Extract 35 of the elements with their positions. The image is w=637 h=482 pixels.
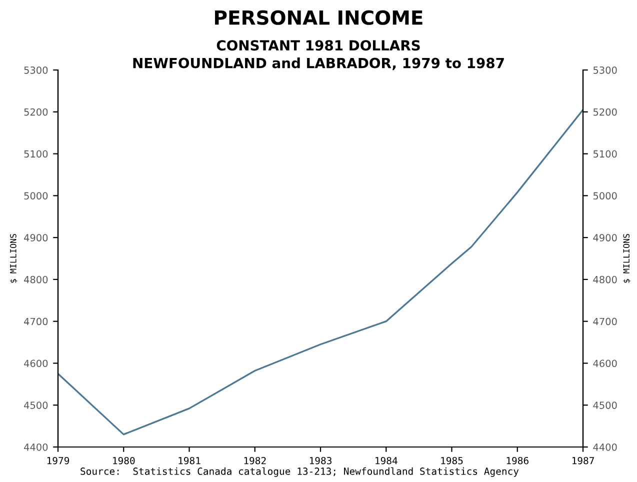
y2-tick-label: 4700 (593, 318, 617, 326)
x-tick-label: 1979 (47, 456, 70, 464)
source-note: Source: Statistics Canada catalogue 13-213; Newfoundland Statistics Agency (80, 467, 519, 477)
y2-tick-label: 4600 (593, 360, 617, 368)
y2-tick-label: 5100 (593, 150, 617, 158)
y-axis-title: $ MILLIONS (10, 234, 18, 283)
y2-tick-label: 4500 (593, 402, 617, 409)
y2-tick-label: 4400 (593, 443, 617, 451)
y-tick-label: 4600 (24, 360, 48, 368)
x-tick-label: 1983 (310, 456, 332, 464)
y2-tick-label: 5000 (593, 192, 617, 200)
x-tick-label: 1986 (506, 456, 528, 464)
y-tick-label: 5200 (24, 108, 48, 116)
y-tick-label: 5300 (24, 66, 48, 74)
y-tick-label: 4700 (24, 318, 48, 326)
chart-title: PERSONAL INCOME (215, 10, 422, 25)
y-tick-label: 4900 (24, 234, 48, 242)
x-tick-label: 1982 (244, 456, 266, 464)
y2-tick-label: 5200 (593, 108, 617, 116)
y-tick-label: 4800 (24, 276, 48, 284)
y-tick-label: 5100 (24, 150, 48, 158)
y2-tick-label: 4900 (593, 234, 617, 242)
x-tick-label: 1987 (572, 456, 594, 464)
y-tick-label: 5000 (24, 192, 48, 200)
y2-axis-title: $ MILLIONS (623, 234, 631, 283)
y2-tick-label: 4800 (593, 276, 617, 284)
x-tick-label: 1984 (376, 456, 398, 464)
y-tick-label: 4400 (24, 443, 48, 451)
y-tick-label: 4500 (24, 402, 48, 409)
y2-tick-label: 5300 (593, 66, 617, 74)
chart-subtitle: CONSTANT 1981 DOLLARS NEWFOUNDLAND and LABRADOR, 1979 to 1987 (133, 40, 504, 70)
x-tick-label: 1980 (113, 456, 135, 464)
x-tick-label: 1985 (441, 456, 463, 464)
x-tick-label: 1981 (178, 456, 200, 464)
line-series (58, 108, 583, 436)
